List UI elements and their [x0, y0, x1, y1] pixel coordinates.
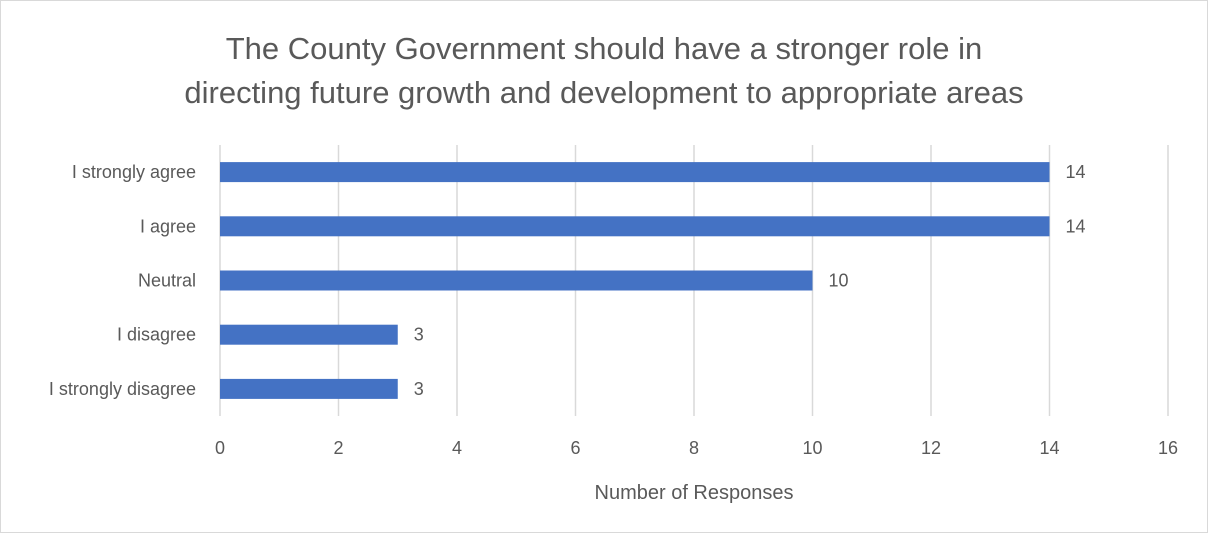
data-label-i-strongly-disagree: 3	[414, 379, 424, 399]
bar-i-strongly-disagree	[220, 378, 398, 399]
data-label-neutral: 10	[829, 271, 849, 291]
category-label-i-strongly-disagree: I strongly disagree	[49, 379, 196, 399]
category-label-i-strongly-agree: I strongly agree	[72, 162, 196, 182]
chart-title: The County Government should have a stro…	[0, 27, 1208, 115]
x-tick-label-8: 8	[689, 438, 699, 458]
x-tick-label-12: 12	[921, 438, 941, 458]
bar-i-strongly-agree	[220, 162, 1050, 183]
x-tick-label-10: 10	[802, 438, 822, 458]
x-tick-label-0: 0	[215, 438, 225, 458]
bar-i-disagree	[220, 324, 398, 345]
data-label-i-strongly-agree: 14	[1066, 162, 1086, 182]
chart-title-line-2: directing future growth and development …	[184, 75, 1024, 110]
category-label-neutral: Neutral	[138, 271, 196, 291]
data-labels: 14 14 10 3 3	[414, 162, 1086, 399]
x-tick-label-4: 4	[452, 438, 462, 458]
bars	[220, 162, 1050, 399]
bar-neutral	[220, 270, 813, 291]
data-label-i-agree: 14	[1066, 216, 1086, 236]
data-label-i-disagree: 3	[414, 325, 424, 345]
x-axis-tick-labels: 0 2 4 6 8 10 12 14 16	[215, 438, 1178, 458]
category-label-i-agree: I agree	[140, 216, 196, 236]
x-tick-label-16: 16	[1158, 438, 1178, 458]
x-axis-title: Number of Responses	[595, 482, 794, 504]
x-tick-label-2: 2	[333, 438, 343, 458]
category-labels: I strongly agree I agree Neutral I disagree…	[49, 162, 196, 399]
category-label-i-disagree: I disagree	[117, 325, 196, 345]
chart-title-line-1: The County Government should have a stro…	[225, 31, 983, 66]
bar-i-agree	[220, 216, 1050, 237]
x-tick-label-6: 6	[570, 438, 580, 458]
x-tick-label-14: 14	[1039, 438, 1059, 458]
